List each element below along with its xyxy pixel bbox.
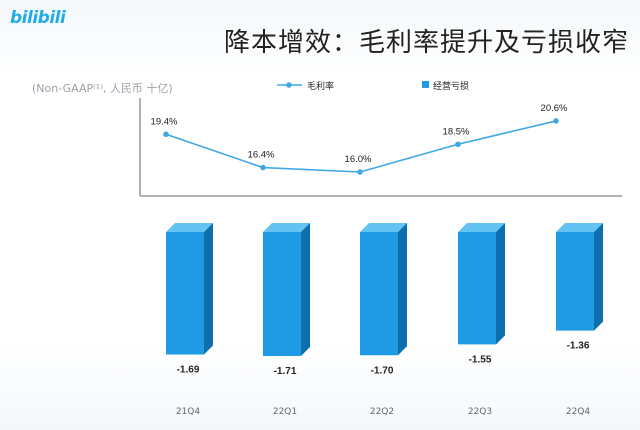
bar-top-face	[556, 223, 603, 232]
line-data-label: 20.6%	[541, 103, 568, 114]
x-tick-label: 22Q4	[566, 407, 591, 417]
bar-side-face	[204, 223, 213, 355]
line-point-22Q4	[553, 118, 559, 124]
line-point-22Q3	[455, 141, 461, 148]
x-tick-label: 22Q2	[370, 407, 394, 417]
bar-data-label: -1.55	[469, 354, 492, 365]
x-tick-label: 21Q4	[176, 407, 201, 417]
line-data-label: 18.5%	[443, 126, 470, 137]
bar-side-face	[496, 223, 505, 345]
bar-top-face	[360, 223, 407, 232]
bar-top-face	[166, 223, 213, 232]
bar-22Q3	[458, 232, 496, 345]
chart-legend: 毛利率 经营亏损	[277, 80, 469, 92]
line-point-22Q2	[357, 169, 363, 175]
bar-top-face	[263, 223, 310, 232]
unit-label: (Non-GAAP⁽¹⁾, 人民币 十亿)	[32, 82, 173, 95]
bilibili-logo: bilibili	[10, 8, 66, 28]
page-title: 降本增效：毛利率提升及亏损收窄	[224, 28, 630, 58]
x-tick-label: 22Q1	[273, 407, 297, 417]
legend-label-operating-loss: 经营亏损	[433, 80, 469, 92]
bar-22Q2	[360, 232, 398, 356]
bar-data-label: -1.36	[567, 341, 590, 352]
bar-22Q1	[263, 232, 301, 356]
x-tick-label: 22Q3	[468, 407, 492, 417]
bar-data-label: -1.69	[177, 365, 200, 376]
bar-data-label: -1.71	[274, 366, 297, 377]
legend-line-marker	[286, 82, 292, 88]
bar-21Q4	[166, 232, 204, 355]
bar-side-face	[594, 223, 603, 331]
bar-side-face	[398, 223, 407, 356]
bar-data-label: -1.70	[371, 365, 394, 376]
legend-bar-swatch	[422, 81, 429, 88]
bar-top-face	[458, 223, 505, 232]
bar-22Q4	[556, 232, 594, 331]
bar-side-face	[301, 223, 310, 356]
legend-label-gross-margin: 毛利率	[307, 80, 334, 92]
line-data-label: 16.4%	[248, 150, 275, 161]
line-point-22Q1	[260, 164, 266, 171]
line-data-label: 16.0%	[345, 154, 372, 165]
line-data-label: 19.4%	[151, 116, 178, 127]
line-point-21Q4	[163, 131, 169, 138]
